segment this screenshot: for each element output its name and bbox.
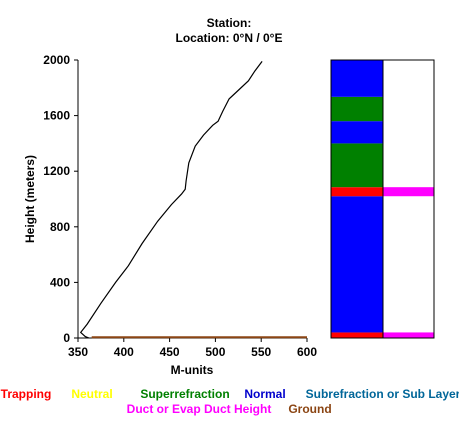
legend-item: Ground [288, 402, 331, 416]
right-column-border [382, 59, 435, 339]
location-title: Location: 0°N / 0°E [176, 31, 283, 45]
y-tick-label: 1600 [43, 109, 70, 123]
right-layer-segment [383, 187, 434, 197]
y-axis-label: Height (meters) [23, 155, 37, 243]
m-unit-profile-line [79, 61, 263, 339]
legend-item: Superrefraction [140, 387, 229, 401]
legend-item: Neutral [71, 387, 112, 401]
left-layer-segment [331, 332, 383, 338]
layer-bars [330, 59, 435, 339]
x-tick-label: 450 [160, 345, 180, 359]
y-tick-label: 800 [50, 220, 70, 234]
left-layer-segment [331, 187, 383, 197]
left-layer-segment [331, 143, 383, 188]
y-tick-label: 400 [50, 275, 70, 289]
legend-item: Normal [244, 387, 285, 401]
y-tick-label: 0 [63, 331, 70, 345]
left-layer-segment [331, 196, 383, 333]
left-layer-segment [331, 60, 383, 97]
x-tick-label: 600 [297, 345, 317, 359]
legend-item: Subrefraction or Sub Layer [306, 387, 459, 401]
legend-item: Duct or Evap Duct Height [127, 402, 272, 416]
x-tick-label: 500 [205, 345, 225, 359]
x-tick-label: 350 [68, 345, 88, 359]
legend: Trapping Neutral Superrefraction Normal Subr… [1, 387, 459, 416]
x-tick-label: 550 [251, 345, 271, 359]
left-layer-segment [331, 96, 383, 122]
y-tick-label: 1200 [43, 164, 70, 178]
x-tick-label: 400 [114, 345, 134, 359]
left-layer-segment [331, 121, 383, 144]
right-layer-segment [383, 332, 434, 338]
station-title: Station: [207, 16, 252, 30]
profile-plot: 350 400 450 500 550 600 0 400 800 1200 1600 2000 [43, 53, 317, 359]
legend-item: Trapping [1, 387, 52, 401]
y-tick-label: 2000 [43, 53, 70, 67]
x-axis-label: M-units [171, 363, 214, 377]
